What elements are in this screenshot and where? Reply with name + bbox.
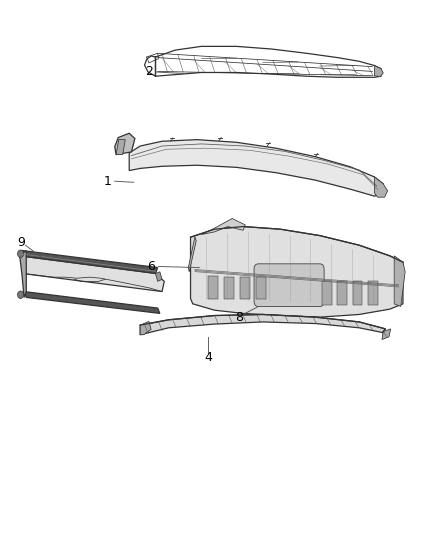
Polygon shape xyxy=(116,140,125,155)
Polygon shape xyxy=(322,281,332,305)
Polygon shape xyxy=(129,140,383,196)
Polygon shape xyxy=(140,321,151,335)
Polygon shape xyxy=(368,281,378,305)
Polygon shape xyxy=(20,256,164,292)
Polygon shape xyxy=(353,281,362,305)
Text: 8: 8 xyxy=(235,311,243,324)
Polygon shape xyxy=(188,237,196,272)
Polygon shape xyxy=(145,46,381,77)
Polygon shape xyxy=(155,272,162,281)
Polygon shape xyxy=(240,277,250,299)
Polygon shape xyxy=(201,219,245,235)
Polygon shape xyxy=(20,251,26,297)
Polygon shape xyxy=(115,133,135,155)
Text: 9: 9 xyxy=(17,236,25,249)
Polygon shape xyxy=(256,277,266,300)
Polygon shape xyxy=(394,256,405,306)
Polygon shape xyxy=(224,277,234,299)
Text: 4: 4 xyxy=(204,351,212,364)
Polygon shape xyxy=(20,251,158,273)
Text: 6: 6 xyxy=(147,260,155,273)
Polygon shape xyxy=(208,276,218,298)
Text: 2: 2 xyxy=(145,66,153,78)
Polygon shape xyxy=(374,177,388,197)
Circle shape xyxy=(18,250,24,257)
Polygon shape xyxy=(337,281,347,305)
Polygon shape xyxy=(382,329,391,340)
Polygon shape xyxy=(24,292,160,313)
Polygon shape xyxy=(191,227,403,317)
Text: 1: 1 xyxy=(103,175,111,188)
Circle shape xyxy=(18,291,24,298)
Polygon shape xyxy=(374,66,383,77)
Polygon shape xyxy=(140,314,385,337)
FancyBboxPatch shape xyxy=(254,264,324,306)
